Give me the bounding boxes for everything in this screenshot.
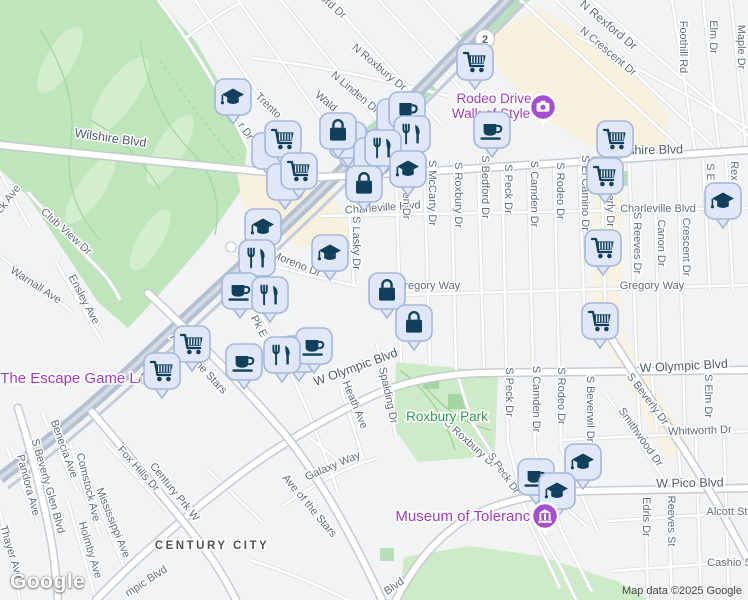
place-label-rodeo-drive[interactable]: Rodeo Drive [455, 89, 534, 108]
route-shield-number: 2 [482, 34, 488, 46]
street-label-s-rodeo-dr: S Rodeo Dr [555, 367, 567, 425]
street-label-gregory-way: Gregory Way [620, 280, 685, 292]
street-label-w-olympic-blvd: W Olympic Blvd [639, 357, 728, 376]
roxbury-park-area [394, 362, 498, 462]
street-label-w-pico-blvd: W Pico Blvd [656, 475, 724, 490]
street-label-cashio-st: Cashio St [707, 557, 748, 569]
street-label-maple-dr: Maple Dr [735, 25, 747, 70]
street-label-gregory-way: Gregory Way [396, 280, 461, 292]
street-label-reeves-st: Reeves St [665, 496, 677, 547]
poi-markers-layer [140, 43, 742, 536]
place-label-roxbury-park[interactable]: Roxbury Park [404, 407, 490, 426]
street-label-alcott-st: Alcott St [707, 506, 748, 518]
map-attribution: Map data ©2025 Google [621, 585, 742, 597]
place-label-museum-of-tolerance[interactable]: Museum of Tolerance [394, 506, 541, 527]
street-label-elm-dr: Elm Dr [707, 20, 719, 54]
street-label-s-peck-dr: S Peck Dr [503, 367, 515, 417]
marker-badge-camera[interactable] [528, 92, 558, 127]
street-label-s-bedford-dr: S Bedford Dr [479, 155, 491, 219]
street-label-s-reeves-dr: S Reeves Dr [631, 212, 643, 275]
place-label-the-escape-game-la[interactable]: The Escape Game LA [0, 368, 150, 389]
street-label-s-mccarty-dr: S McCarty Dr [426, 160, 438, 226]
park-area-south [400, 546, 648, 600]
street-label-whitworth-dr: Whitworth Dr [668, 424, 732, 438]
street-label-s-elm-dr: S Elm Dr [702, 374, 714, 418]
street-label-s-beverwil-dr: S Beverwil Dr [584, 376, 596, 443]
street-label-foothill-rd: Foothill Rd [677, 21, 689, 74]
google-logo[interactable]: Google [10, 570, 86, 593]
street-label-crescent-dr: Crescent Dr [680, 218, 692, 277]
street-label-edris-dr: Edris Dr [640, 497, 652, 537]
street-label-rex: Rex [728, 161, 740, 181]
street-label-s-rodeo-dr: S Rodeo Dr [554, 162, 566, 220]
street-label-s-lasky-dr: S Lasky Dr [350, 216, 362, 270]
poi-dot-marker[interactable] [225, 241, 237, 253]
street-label-en-dr: en Dr [400, 193, 412, 220]
street-label-canon-dr: Canon Dr [655, 219, 667, 266]
street-label-s-camden-dr: S Camden Dr [528, 161, 540, 228]
street-label-s-peck-dr: S Peck Dr [502, 164, 514, 214]
marker-badge-museum[interactable] [530, 501, 560, 536]
street-label-s-camden-dr: S Camden Dr [530, 366, 542, 433]
street-label-s-e: S E [704, 163, 716, 181]
street-label-charleville-blvd: Charleville Blvd [620, 203, 696, 215]
street-label-s-roxbury-dr: S Roxbury Dr [452, 162, 464, 228]
place-label-century-city: CENTURY CITY [155, 540, 269, 552]
golf-course-area [0, 0, 247, 328]
commercial-rodeo [486, 8, 668, 152]
